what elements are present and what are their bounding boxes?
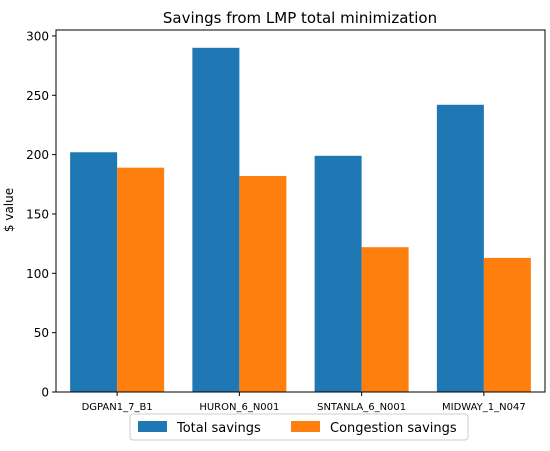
legend: Total savings Congestion savings xyxy=(129,413,469,441)
y-tick-label: 0 xyxy=(41,386,49,400)
bars-layer xyxy=(70,47,531,392)
y-tick-label: 50 xyxy=(34,326,49,340)
plot-frame xyxy=(55,29,546,393)
x-axis: DGPAN1_7_B1 HURON_6_N001 SNTANLA_6_N001 MID… xyxy=(82,392,526,413)
y-tick-label: 200 xyxy=(26,148,49,162)
y-tick-label: 250 xyxy=(26,89,49,103)
y-axis-label: $ value xyxy=(2,188,16,232)
y-axis: 0 50 100 150 200 250 300 xyxy=(26,29,56,400)
bar-congestion-savings-3 xyxy=(483,257,531,392)
bar-congestion-savings-0 xyxy=(117,167,165,392)
legend-label-total-savings: Total savings xyxy=(176,421,261,436)
bar-congestion-savings-2 xyxy=(361,247,409,392)
y-tick-label: 300 xyxy=(26,29,49,43)
legend-swatch-congestion-savings xyxy=(291,421,320,432)
x-tick-label: MIDWAY_1_N047 xyxy=(442,402,526,413)
x-tick-label: DGPAN1_7_B1 xyxy=(82,402,153,413)
chart-title: Savings from LMP total minimization xyxy=(163,9,437,27)
bar-total-savings-3 xyxy=(436,104,484,392)
legend-label-congestion-savings: Congestion savings xyxy=(330,421,457,436)
x-tick-label: SNTANLA_6_N001 xyxy=(317,402,406,413)
bar-total-savings-1 xyxy=(192,47,240,392)
y-tick-label: 150 xyxy=(26,207,49,221)
legend-swatch-total-savings xyxy=(138,421,167,432)
bar-total-savings-2 xyxy=(314,155,362,392)
bar-total-savings-0 xyxy=(70,152,118,392)
bar-congestion-savings-1 xyxy=(239,175,287,392)
x-tick-label: HURON_6_N001 xyxy=(199,402,279,413)
y-tick-label: 100 xyxy=(26,267,49,281)
